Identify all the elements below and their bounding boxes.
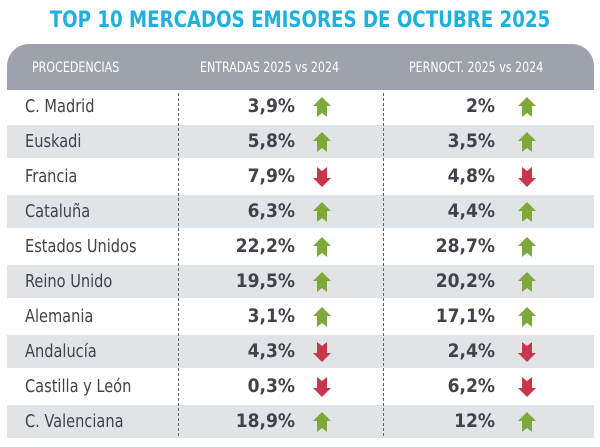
table-row: C. Valenciana 18,9% 12% [7, 405, 594, 438]
page-title: TOP 10 MERCADOS EMISORES DE OCTUBRE 2025 [49, 8, 551, 33]
pernoct-value: 2% [465, 95, 495, 117]
arrow-down-icon [518, 377, 536, 397]
arrow-down-icon [313, 167, 331, 187]
table-body: C. Madrid 3,9% 2% Euskadi 5,8% 3,5% Fran… [7, 90, 594, 440]
row-name: Francia [25, 166, 78, 187]
arrow-up-icon [313, 132, 331, 152]
pernoct-value: 4,8% [447, 165, 495, 187]
entradas-value: 3,9% [247, 95, 295, 117]
arrow-up-icon [313, 412, 331, 432]
arrow-down-icon [518, 167, 536, 187]
row-name: Cataluña [25, 201, 91, 222]
table-row: Cataluña 6,3% 4,4% [7, 195, 594, 228]
row-name: Castilla y León [25, 376, 132, 397]
table-row: Castilla y León 0,3% 6,2% [7, 370, 594, 403]
pernoct-value: 12% [454, 410, 495, 432]
row-name: Estados Unidos [25, 236, 137, 257]
pernoct-value: 4,4% [447, 200, 495, 222]
arrow-up-icon [313, 202, 331, 222]
arrow-up-icon [518, 202, 536, 222]
row-name: Alemania [25, 306, 94, 327]
table-row: Alemania 3,1% 17,1% [7, 300, 594, 333]
row-name: Andalucía [25, 341, 97, 362]
entradas-value: 19,5% [235, 270, 295, 292]
table-row: Andalucía 4,3% 2,4% [7, 335, 594, 368]
column-header-procedencias: PROCEDENCIAS [32, 60, 120, 76]
arrow-up-icon [313, 97, 331, 117]
pernoct-value: 17,1% [435, 305, 495, 327]
arrow-up-icon [313, 237, 331, 257]
entradas-value: 0,3% [247, 375, 295, 397]
table-row: Reino Unido 19,5% 20,2% [7, 265, 594, 298]
row-name: C. Valenciana [25, 411, 124, 432]
pernoct-value: 20,2% [435, 270, 495, 292]
entradas-value: 5,8% [247, 130, 295, 152]
table-row: Francia 7,9% 4,8% [7, 160, 594, 193]
arrow-down-icon [518, 342, 536, 362]
row-name: C. Madrid [25, 96, 95, 117]
pernoct-value: 3,5% [447, 130, 495, 152]
arrow-up-icon [518, 97, 536, 117]
row-name: Euskadi [25, 131, 82, 152]
column-divider [383, 93, 384, 436]
arrow-up-icon [518, 132, 536, 152]
table-header: PROCEDENCIAS ENTRADAS 2025 vs 2024 PERNO… [7, 44, 594, 90]
arrow-up-icon [518, 272, 536, 292]
arrow-up-icon [313, 272, 331, 292]
arrow-up-icon [518, 412, 536, 432]
pernoct-value: 28,7% [435, 235, 495, 257]
arrow-up-icon [518, 237, 536, 257]
table-row: Euskadi 5,8% 3,5% [7, 125, 594, 158]
table-row: Estados Unidos 22,2% 28,7% [7, 230, 594, 263]
column-header-pernoct: PERNOCT. 2025 vs 2024 [409, 60, 544, 76]
pernoct-value: 6,2% [447, 375, 495, 397]
pernoct-value: 2,4% [447, 340, 495, 362]
entradas-value: 3,1% [247, 305, 295, 327]
arrow-up-icon [313, 307, 331, 327]
column-header-entradas: ENTRADAS 2025 vs 2024 [200, 60, 340, 76]
entradas-value: 18,9% [235, 410, 295, 432]
entradas-value: 6,3% [247, 200, 295, 222]
table-row: C. Madrid 3,9% 2% [7, 90, 594, 123]
column-divider [178, 93, 179, 436]
entradas-value: 22,2% [235, 235, 295, 257]
entradas-value: 4,3% [247, 340, 295, 362]
arrow-down-icon [313, 342, 331, 362]
entradas-value: 7,9% [247, 165, 295, 187]
arrow-down-icon [313, 377, 331, 397]
row-name: Reino Unido [25, 271, 113, 292]
arrow-up-icon [518, 307, 536, 327]
